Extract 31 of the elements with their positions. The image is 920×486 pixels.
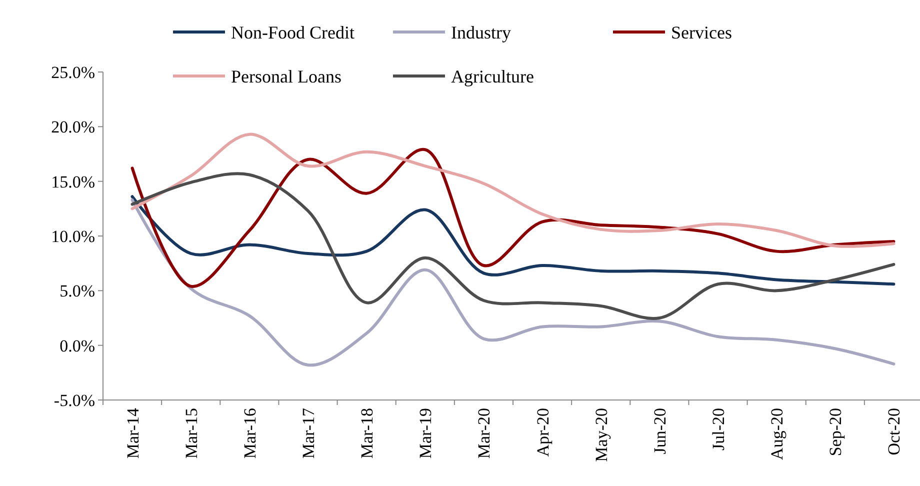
x-tick-label: Jul-20 xyxy=(709,408,728,450)
line-series xyxy=(130,195,896,286)
line-series xyxy=(130,132,896,248)
x-tick-label: Mar-15 xyxy=(182,408,201,459)
y-tick-label: 5.0% xyxy=(60,282,95,301)
x-tick-label: Mar-16 xyxy=(240,408,260,459)
y-tick-label: 20.0% xyxy=(51,118,95,137)
line-series xyxy=(130,198,896,367)
legend-label: Services xyxy=(671,22,732,42)
legend-label: Agriculture xyxy=(451,66,534,86)
x-tick-label: Aug-20 xyxy=(768,408,787,460)
legend-label: Personal Loans xyxy=(231,66,342,86)
line-series xyxy=(130,172,896,320)
line-series xyxy=(130,148,896,288)
y-tick-label: 0.0% xyxy=(60,336,95,356)
x-tick-label: Mar-18 xyxy=(358,408,377,459)
y-tick-label: 25.0% xyxy=(51,62,95,82)
x-tick-label: Oct-20 xyxy=(884,408,904,456)
x-tick-label: Mar-17 xyxy=(299,408,318,459)
x-tick-label: May-20 xyxy=(592,408,611,462)
x-tick-label: Mar-20 xyxy=(474,408,494,459)
legend-label: Non-Food Credit xyxy=(231,22,354,42)
x-tick-label: Mar-19 xyxy=(416,408,436,459)
x-tick-label: Apr-20 xyxy=(533,408,552,457)
x-tick-label: Sep-20 xyxy=(826,408,846,456)
y-tick-label: 15.0% xyxy=(51,172,95,192)
x-tick-label: Jun-20 xyxy=(650,408,670,454)
y-tick-label: 10.0% xyxy=(51,226,95,246)
y-tick-label: -5.0% xyxy=(54,390,95,410)
x-tick-label: Mar-14 xyxy=(123,408,142,459)
legend-label: Industry xyxy=(451,22,511,42)
